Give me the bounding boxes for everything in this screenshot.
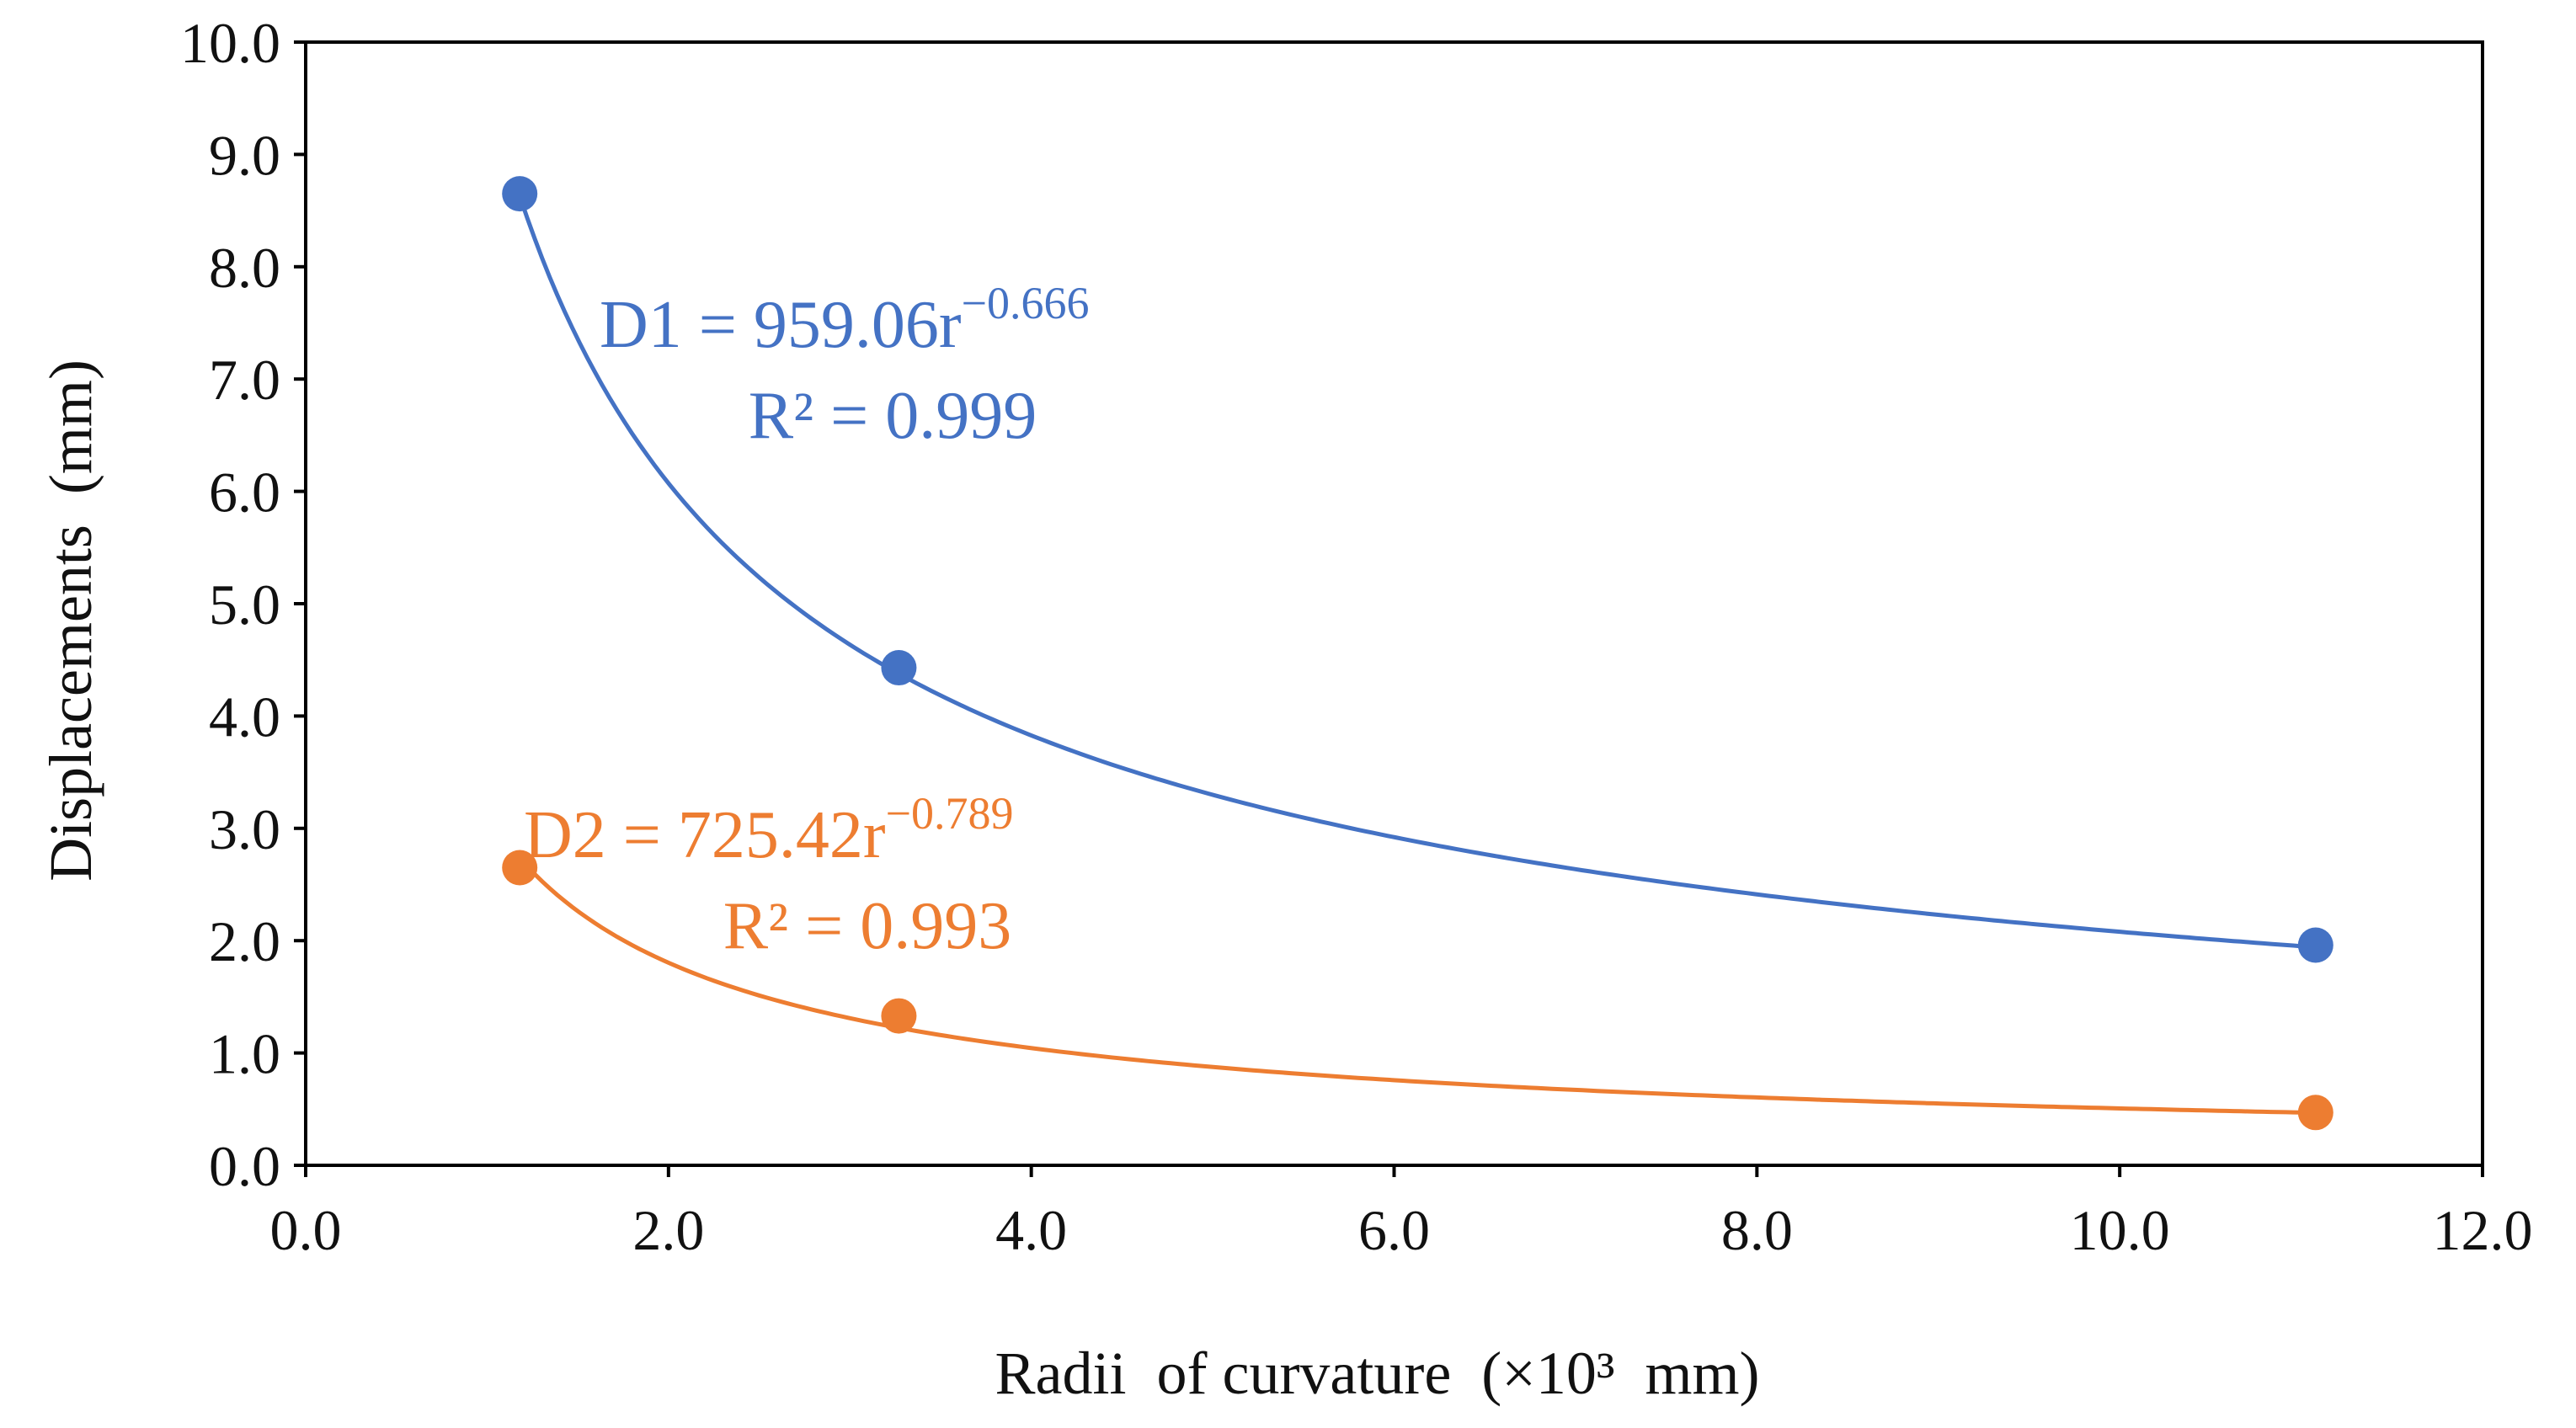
trendline-layer	[517, 195, 2316, 1116]
y-tick-label: 10.0	[180, 11, 280, 75]
x-tick-label: 4.0	[995, 1198, 1067, 1262]
x-axis-title: Radii of curvature (×10³ mm)	[995, 1340, 1760, 1407]
d2-equation-exponent: −0.789	[886, 788, 1014, 839]
d1-equation-exponent: −0.666	[962, 278, 1090, 328]
d2-fit-curve	[518, 856, 2316, 1116]
y-tick-label: 7.0	[209, 348, 280, 412]
y-axis-title: Displacements (mm)	[37, 360, 104, 882]
y-tick-label: 0.0	[209, 1134, 280, 1198]
d1-r-squared: R² = 0.999	[749, 379, 1037, 453]
data-point-layer	[502, 176, 2333, 1131]
x-tick-label: 10.0	[2070, 1198, 2170, 1262]
d1-fit-curve	[517, 195, 2316, 950]
x-tick-label: 2.0	[632, 1198, 704, 1262]
d1-data-point	[2297, 927, 2333, 963]
y-tick-label: 6.0	[209, 461, 280, 525]
y-tick-label: 3.0	[209, 797, 280, 861]
d2-r-squared: R² = 0.993	[723, 889, 1011, 963]
d1-data-point	[502, 176, 538, 212]
x-tick-label: 6.0	[1358, 1198, 1430, 1262]
y-tick-label: 8.0	[209, 236, 280, 300]
d2-data-point	[2297, 1095, 2333, 1131]
y-tick-label: 1.0	[209, 1022, 280, 1086]
y-tick-label: 2.0	[209, 909, 280, 973]
x-tick-label: 12.0	[2433, 1198, 2533, 1262]
y-tick-label: 9.0	[209, 123, 280, 187]
d2-data-point	[881, 998, 917, 1034]
x-tick-label: 8.0	[1721, 1198, 1793, 1262]
axes: 0.0 2.0 4.0 6.0 8.0 10.0 12.0 0.0 1.0 2.0 3.0 4.0 5.…	[37, 11, 2533, 1407]
y-tick-label: 5.0	[209, 573, 280, 637]
d2-data-point	[502, 850, 538, 886]
x-tick-label: 0.0	[270, 1198, 342, 1262]
d1-data-point	[881, 650, 917, 686]
y-tick-label: 4.0	[209, 685, 280, 749]
